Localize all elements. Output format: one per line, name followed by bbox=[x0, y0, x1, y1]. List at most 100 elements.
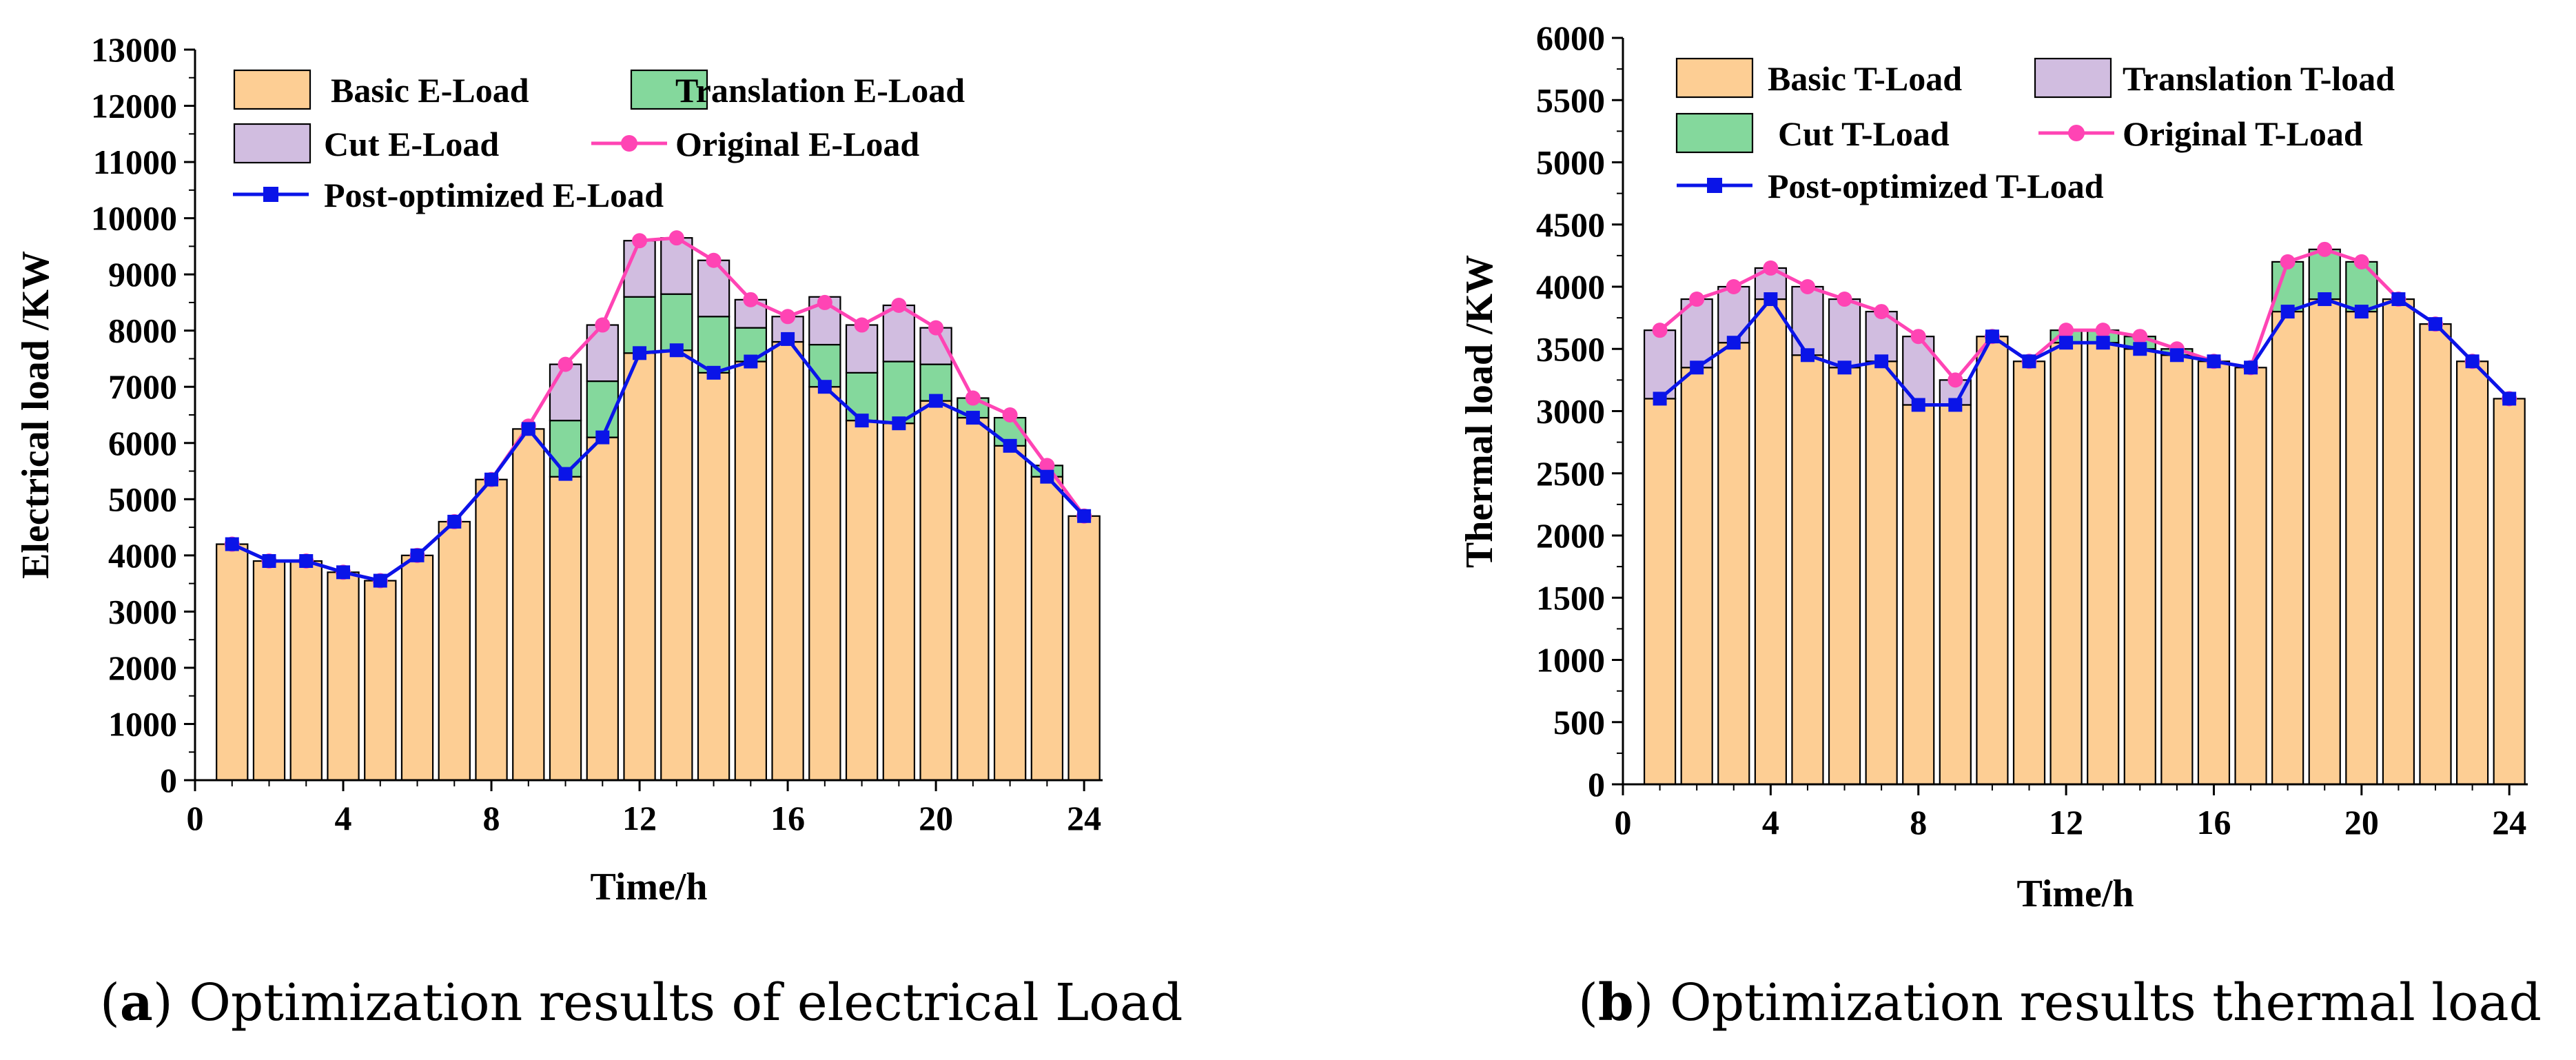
electrical-load-chart: 0 1000 2000 3000 4000 5000 6000 7000 8000 9000 100… bbox=[14, 30, 1103, 908]
point-post-optimized-t-load-9 bbox=[1948, 398, 1963, 412]
point-original-t-load-13 bbox=[2095, 323, 2111, 338]
legend-swatch-cut-e-load bbox=[233, 123, 311, 164]
point-post-optimized-t-load-21 bbox=[2391, 292, 2406, 307]
point-original-e-load-18 bbox=[854, 317, 870, 333]
bar-cut-t-load-1 bbox=[1643, 329, 1677, 400]
legend-swatch-translation-e-load bbox=[630, 69, 708, 110]
y-tick-label-12000: 12000 bbox=[91, 87, 177, 125]
point-post-optimized-e-load-20 bbox=[929, 394, 943, 408]
legend-item-original-t-load: Original T-Load bbox=[2038, 114, 2363, 153]
bar-basic-e-load-2 bbox=[252, 560, 286, 782]
y-tick-label-1000: 1000 bbox=[108, 704, 177, 743]
legend-item-translation-e-load: Translation E-Load bbox=[630, 69, 965, 110]
bar-basic-t-load-8 bbox=[1902, 404, 1935, 786]
point-post-optimized-t-load-2 bbox=[1690, 360, 1704, 375]
bar-translation-e-load-18 bbox=[845, 371, 879, 422]
point-original-t-load-8 bbox=[1910, 329, 1926, 345]
bar-basic-e-load-20 bbox=[919, 400, 952, 782]
bar-basic-t-load-16 bbox=[2197, 360, 2231, 786]
y-tick-label-500: 500 bbox=[1553, 703, 1605, 742]
point-original-t-load-6 bbox=[1837, 292, 1852, 307]
point-original-t-load-5 bbox=[1799, 279, 1815, 294]
bar-cut-t-load-5 bbox=[1791, 285, 1824, 356]
bar-basic-t-load-15 bbox=[2160, 354, 2194, 786]
y-tick-label-8000: 8000 bbox=[108, 312, 177, 350]
caption-b-text: Optimization results thermal load bbox=[1654, 973, 2542, 1032]
caption-a-text: Optimization results of electrical Load bbox=[173, 973, 1183, 1032]
legend-item-cut-e-load: Cut E-Load bbox=[233, 123, 499, 164]
point-post-optimized-t-load-24 bbox=[2502, 391, 2517, 406]
point-original-t-load-18 bbox=[2280, 254, 2296, 269]
point-post-optimized-e-load-21 bbox=[965, 411, 980, 425]
bar-basic-e-load-12 bbox=[623, 352, 656, 782]
point-post-optimized-t-load-16 bbox=[2207, 354, 2221, 369]
bar-translation-e-load-12 bbox=[623, 296, 656, 354]
x-tick-label-0: 0 bbox=[1615, 803, 1632, 842]
point-original-t-load-9 bbox=[1948, 372, 1963, 388]
point-post-optimized-e-load-14 bbox=[706, 365, 721, 380]
legend-label-post-optimized-e-load: Post-optimized E-Load bbox=[324, 176, 664, 214]
bar-basic-e-load-15 bbox=[734, 360, 768, 782]
legend-label-cut-e-load: Cut E-Load bbox=[324, 125, 499, 163]
point-post-optimized-e-load-6 bbox=[410, 548, 425, 562]
point-original-t-load-2 bbox=[1689, 292, 1705, 307]
y-tick-label-3000: 3000 bbox=[108, 592, 177, 631]
point-original-e-load-22 bbox=[1002, 407, 1018, 422]
caption-a: (a) Optimization results of electrical L… bbox=[100, 973, 1183, 1032]
legend-label-translation-e-load: Translation E-Load bbox=[675, 71, 965, 110]
legend-label-basic-t-load: Basic T-Load bbox=[1768, 59, 1962, 98]
x-tick-label-8: 8 bbox=[1910, 803, 1927, 842]
point-original-e-load-14 bbox=[706, 252, 722, 268]
bar-basic-e-load-22 bbox=[993, 445, 1027, 782]
legend: Basic T-Load Translation T-load Cut T-Load… bbox=[1675, 57, 2395, 205]
legend-swatch-basic-e-load bbox=[233, 69, 311, 110]
y-tick-label-6000: 6000 bbox=[1536, 19, 1605, 57]
thermal-load-chart: 0 500 1000 1500 2000 2500 3000 3500 4000 4500 5000… bbox=[1458, 19, 2528, 915]
bar-cut-e-load-11 bbox=[586, 324, 619, 383]
caption-b: (b) Optimization results thermal load bbox=[1578, 973, 2542, 1032]
y-tick-label-2000: 2000 bbox=[108, 649, 177, 687]
bar-basic-e-load-16 bbox=[771, 340, 804, 782]
x-tick-label-4: 4 bbox=[1762, 803, 1779, 842]
y-tick-label-5000: 5000 bbox=[108, 480, 177, 518]
bar-basic-e-load-9 bbox=[512, 428, 545, 782]
x-axis-label: Time/h bbox=[2016, 873, 2134, 915]
line-post-optimized-e-load bbox=[231, 336, 1085, 583]
x-tick-label-20: 20 bbox=[2344, 803, 2379, 842]
bar-basic-e-load-24 bbox=[1067, 515, 1101, 782]
bar-basic-t-load-23 bbox=[2456, 360, 2489, 786]
point-original-e-load-15 bbox=[743, 292, 759, 307]
line-post-optimized-t-load bbox=[1658, 296, 2511, 407]
legend-label-cut-t-load: Cut T-Load bbox=[1778, 114, 1950, 153]
bar-basic-t-load-1 bbox=[1643, 398, 1677, 786]
bar-basic-e-load-7 bbox=[438, 520, 471, 782]
point-post-optimized-e-load-15 bbox=[744, 354, 758, 369]
point-post-optimized-e-load-13 bbox=[669, 343, 684, 358]
bar-basic-t-load-3 bbox=[1717, 342, 1750, 786]
y-tick-label-4000: 4000 bbox=[108, 536, 177, 575]
point-post-optimized-t-load-13 bbox=[2096, 336, 2110, 350]
point-post-optimized-e-load-22 bbox=[1003, 438, 1017, 453]
bar-basic-e-load-14 bbox=[697, 371, 730, 782]
y-axis-label: Electrical load /KW bbox=[14, 251, 57, 579]
y-tick-label-9000: 9000 bbox=[108, 255, 177, 294]
point-post-optimized-t-load-22 bbox=[2429, 317, 2443, 332]
point-original-t-load-12 bbox=[2058, 323, 2074, 338]
point-original-e-load-10 bbox=[558, 356, 573, 372]
point-post-optimized-t-load-15 bbox=[2169, 348, 2184, 363]
bar-basic-e-load-3 bbox=[289, 560, 323, 782]
y-tick-label-13000: 13000 bbox=[91, 30, 177, 69]
legend-marker-post-optimized-e-load bbox=[263, 187, 278, 202]
x-tick-label-16: 16 bbox=[770, 799, 805, 837]
point-post-optimized-t-load-8 bbox=[1911, 398, 1925, 412]
point-post-optimized-e-load-12 bbox=[633, 346, 647, 360]
bar-basic-e-load-6 bbox=[400, 554, 434, 782]
point-post-optimized-e-load-1 bbox=[225, 537, 239, 551]
point-post-optimized-e-load-8 bbox=[484, 472, 499, 487]
bar-basic-e-load-8 bbox=[475, 478, 508, 782]
point-original-t-load-20 bbox=[2353, 254, 2369, 269]
point-post-optimized-e-load-2 bbox=[262, 554, 276, 568]
legend-swatch-translation-t-load bbox=[2034, 57, 2112, 99]
caption-a-letter: a bbox=[120, 973, 153, 1032]
bar-basic-t-load-19 bbox=[2308, 298, 2341, 786]
